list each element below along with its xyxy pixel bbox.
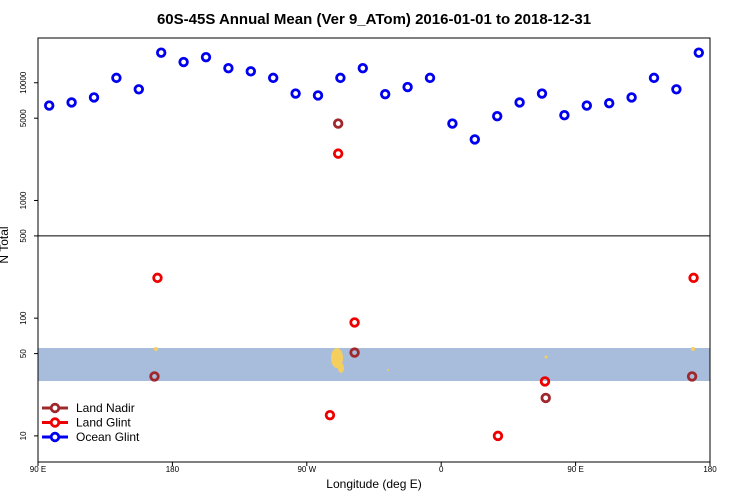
y-tick-label: 5000 — [19, 109, 28, 127]
data-point — [693, 47, 704, 58]
y-tick-label: 1000 — [19, 191, 28, 209]
data-point — [559, 110, 570, 121]
data-point — [332, 118, 344, 129]
data-point — [245, 66, 256, 77]
y-tick-label: 10000 — [19, 71, 28, 94]
ocean-band — [38, 348, 710, 381]
data-point — [536, 88, 548, 99]
data-point — [44, 100, 55, 111]
x-tick-label: 90 E — [567, 465, 583, 474]
legend-label: Land Nadir — [76, 401, 135, 415]
x-axis-label: Longitude (deg E) — [326, 477, 421, 491]
data-point — [686, 371, 698, 382]
data-point — [290, 88, 301, 99]
data-point — [581, 100, 592, 111]
data-point — [671, 84, 682, 95]
data-point — [335, 72, 346, 84]
data-point — [492, 110, 503, 122]
data-point — [111, 72, 122, 84]
data-point — [540, 392, 551, 404]
land-patches — [154, 347, 695, 373]
data-point — [155, 47, 167, 58]
data-point — [349, 347, 360, 358]
data-point — [492, 430, 504, 442]
x-tick-label: 0 — [439, 465, 444, 474]
data-point — [349, 317, 360, 328]
chart-title: 60S-45S Annual Mean (Ver 9_ATom) 2016-01… — [157, 11, 591, 28]
data-point — [66, 97, 77, 108]
y-tick-label: 10 — [19, 431, 28, 440]
data-point — [133, 84, 144, 95]
data-point — [152, 272, 163, 284]
data-point — [604, 98, 615, 109]
data-point — [648, 72, 660, 84]
data-point — [324, 409, 336, 421]
y-axis-label: N Total — [0, 226, 11, 263]
data-point — [402, 81, 413, 93]
data-point — [268, 72, 279, 84]
data-point — [312, 90, 324, 101]
data-point — [380, 88, 391, 100]
y-tick-label: 500 — [19, 229, 28, 243]
data-point — [332, 148, 344, 159]
data-point — [178, 56, 189, 68]
x-tick-label: 180 — [166, 465, 180, 474]
legend-marker — [49, 417, 61, 428]
x-tick-label: 90 W — [297, 465, 316, 474]
plot-frame — [37, 37, 711, 463]
legend-label: Land Glint — [76, 416, 131, 430]
data-point — [200, 51, 212, 63]
data-point — [88, 92, 100, 103]
legend-marker — [49, 431, 61, 443]
data-point — [469, 134, 480, 145]
data-point — [688, 272, 699, 284]
data-point — [223, 62, 234, 74]
data-point — [357, 62, 368, 74]
legend-marker — [49, 402, 61, 414]
legend-label: Ocean Glint — [76, 430, 140, 444]
y-tick-label: 100 — [19, 311, 28, 325]
data-point — [514, 97, 525, 108]
y-tick-label: 50 — [19, 349, 28, 358]
data-point — [424, 72, 436, 84]
data-point — [149, 371, 160, 382]
data-point — [626, 92, 637, 103]
data-point — [539, 376, 551, 387]
x-tick-label: 180 — [703, 465, 717, 474]
x-tick-label: 90 E — [30, 465, 46, 474]
data-point — [447, 118, 458, 129]
